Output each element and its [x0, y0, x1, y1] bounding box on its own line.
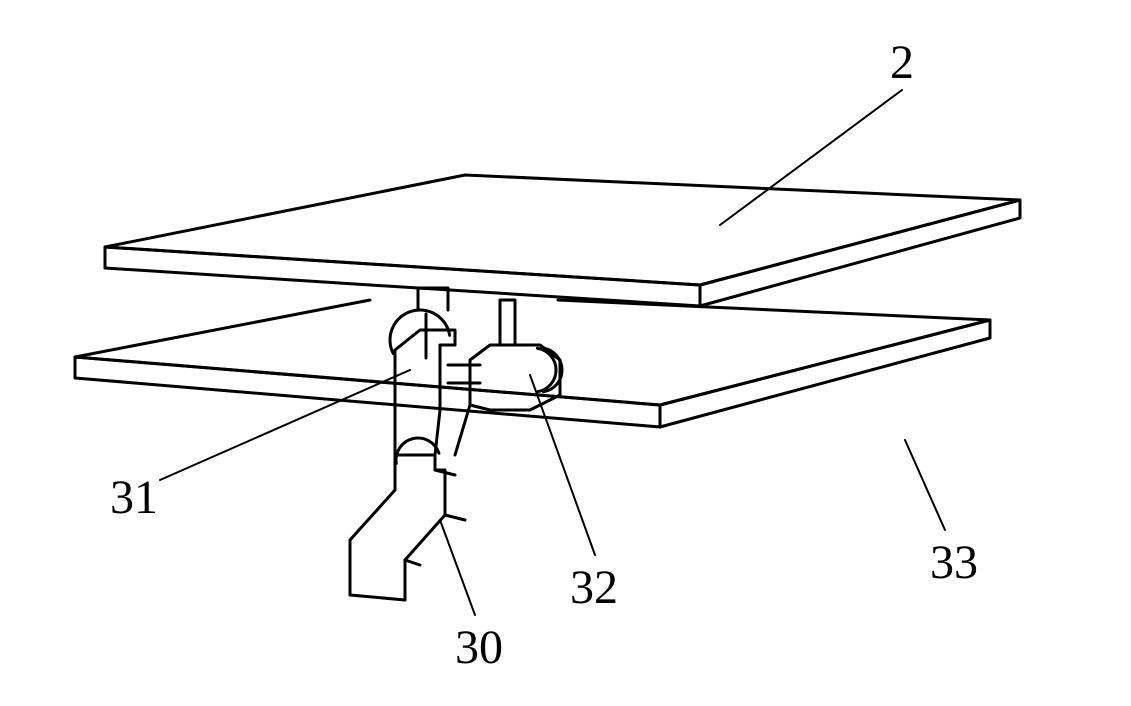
leader-lbl-32: [530, 375, 595, 555]
leader-lbl-2: [720, 90, 902, 225]
lbl-32: 32: [570, 560, 618, 615]
lbl-30: 30: [455, 620, 503, 675]
leader-lbl-30: [440, 520, 475, 615]
top-plate-front-edge: [105, 247, 700, 306]
bottom-plate-right-edge: [660, 320, 990, 427]
fork-right-outline: [470, 345, 560, 410]
lbl-31: 31: [110, 470, 158, 525]
lbl-2: 2: [890, 35, 914, 90]
arm-base-outline: [350, 455, 445, 600]
top-plate-right-edge: [700, 200, 1020, 306]
leader-lbl-31: [160, 370, 410, 480]
lbl-33: 33: [930, 535, 978, 590]
top-plate-top-face: [105, 175, 1020, 285]
technical-drawing: [0, 0, 1131, 706]
leader-lbl-33: [905, 440, 945, 530]
bottom-plate-front-edge: [75, 357, 660, 427]
